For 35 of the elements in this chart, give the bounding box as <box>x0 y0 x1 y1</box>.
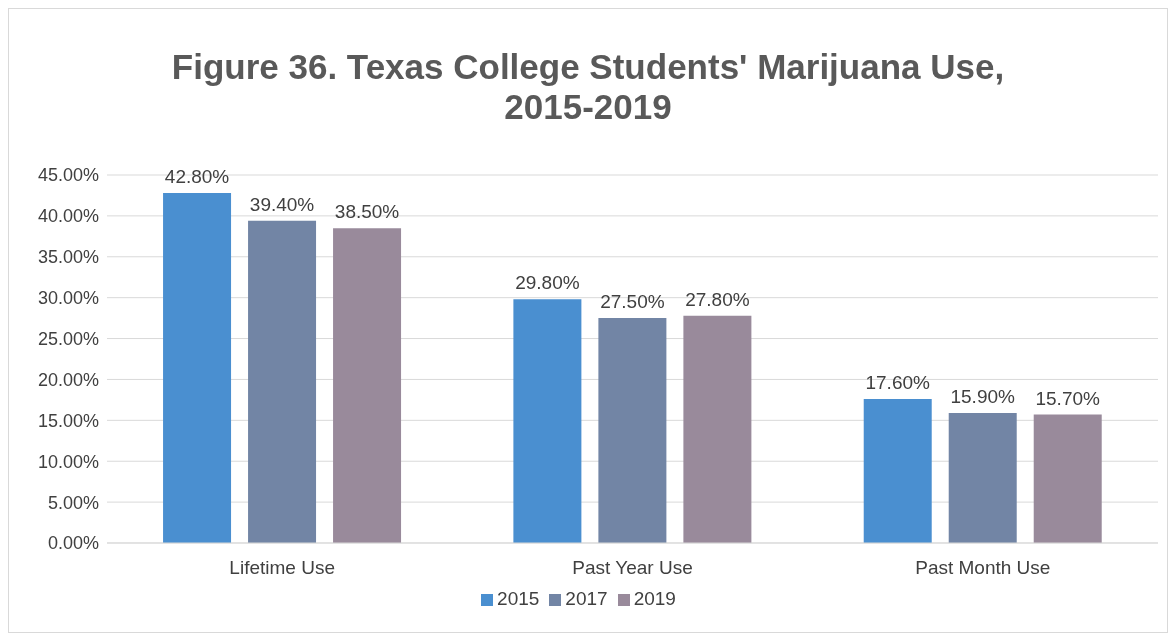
x-tick-label: Lifetime Use <box>229 557 335 579</box>
chart-title: Figure 36. Texas College Students' Marijuana Use, 2015-2019 <box>170 47 1006 128</box>
data-label: 39.40% <box>249 193 315 215</box>
y-tick-label: 0.00% <box>47 533 99 554</box>
data-label: 17.60% <box>865 372 931 394</box>
legend-label: 2015 <box>497 588 540 609</box>
data-label: 27.50% <box>600 291 665 313</box>
y-tick-label: 25.00% <box>37 328 99 349</box>
data-label: 29.80% <box>515 272 580 294</box>
data-label: 27.80% <box>685 288 750 310</box>
legend-label: 2017 <box>565 588 608 609</box>
data-label: 42.80% <box>164 165 230 187</box>
bar <box>333 228 402 543</box>
y-tick-label: 10.00% <box>37 451 99 472</box>
y-tick-label: 15.00% <box>37 410 99 431</box>
legend-label: 2019 <box>633 588 676 609</box>
data-label: 15.70% <box>1035 387 1101 409</box>
bar <box>513 299 582 543</box>
data-label: 15.90% <box>950 385 1016 407</box>
bar <box>863 399 932 543</box>
bar <box>1033 414 1102 543</box>
y-tick-label: 40.00% <box>37 206 99 227</box>
bar <box>248 220 317 543</box>
x-tick-label: Past Year Use <box>572 557 693 579</box>
bar <box>163 192 232 543</box>
data-label: 38.50% <box>334 201 400 223</box>
y-tick-label: 30.00% <box>37 288 99 309</box>
bar <box>598 318 667 543</box>
y-tick-label: 45.00% <box>37 165 99 186</box>
y-tick-label: 20.00% <box>37 369 99 390</box>
bar <box>948 412 1017 543</box>
bar <box>683 315 752 543</box>
x-tick-label: Past Month Use <box>915 557 1051 579</box>
y-tick-label: 35.00% <box>37 247 99 268</box>
y-tick-label: 5.00% <box>47 492 99 513</box>
